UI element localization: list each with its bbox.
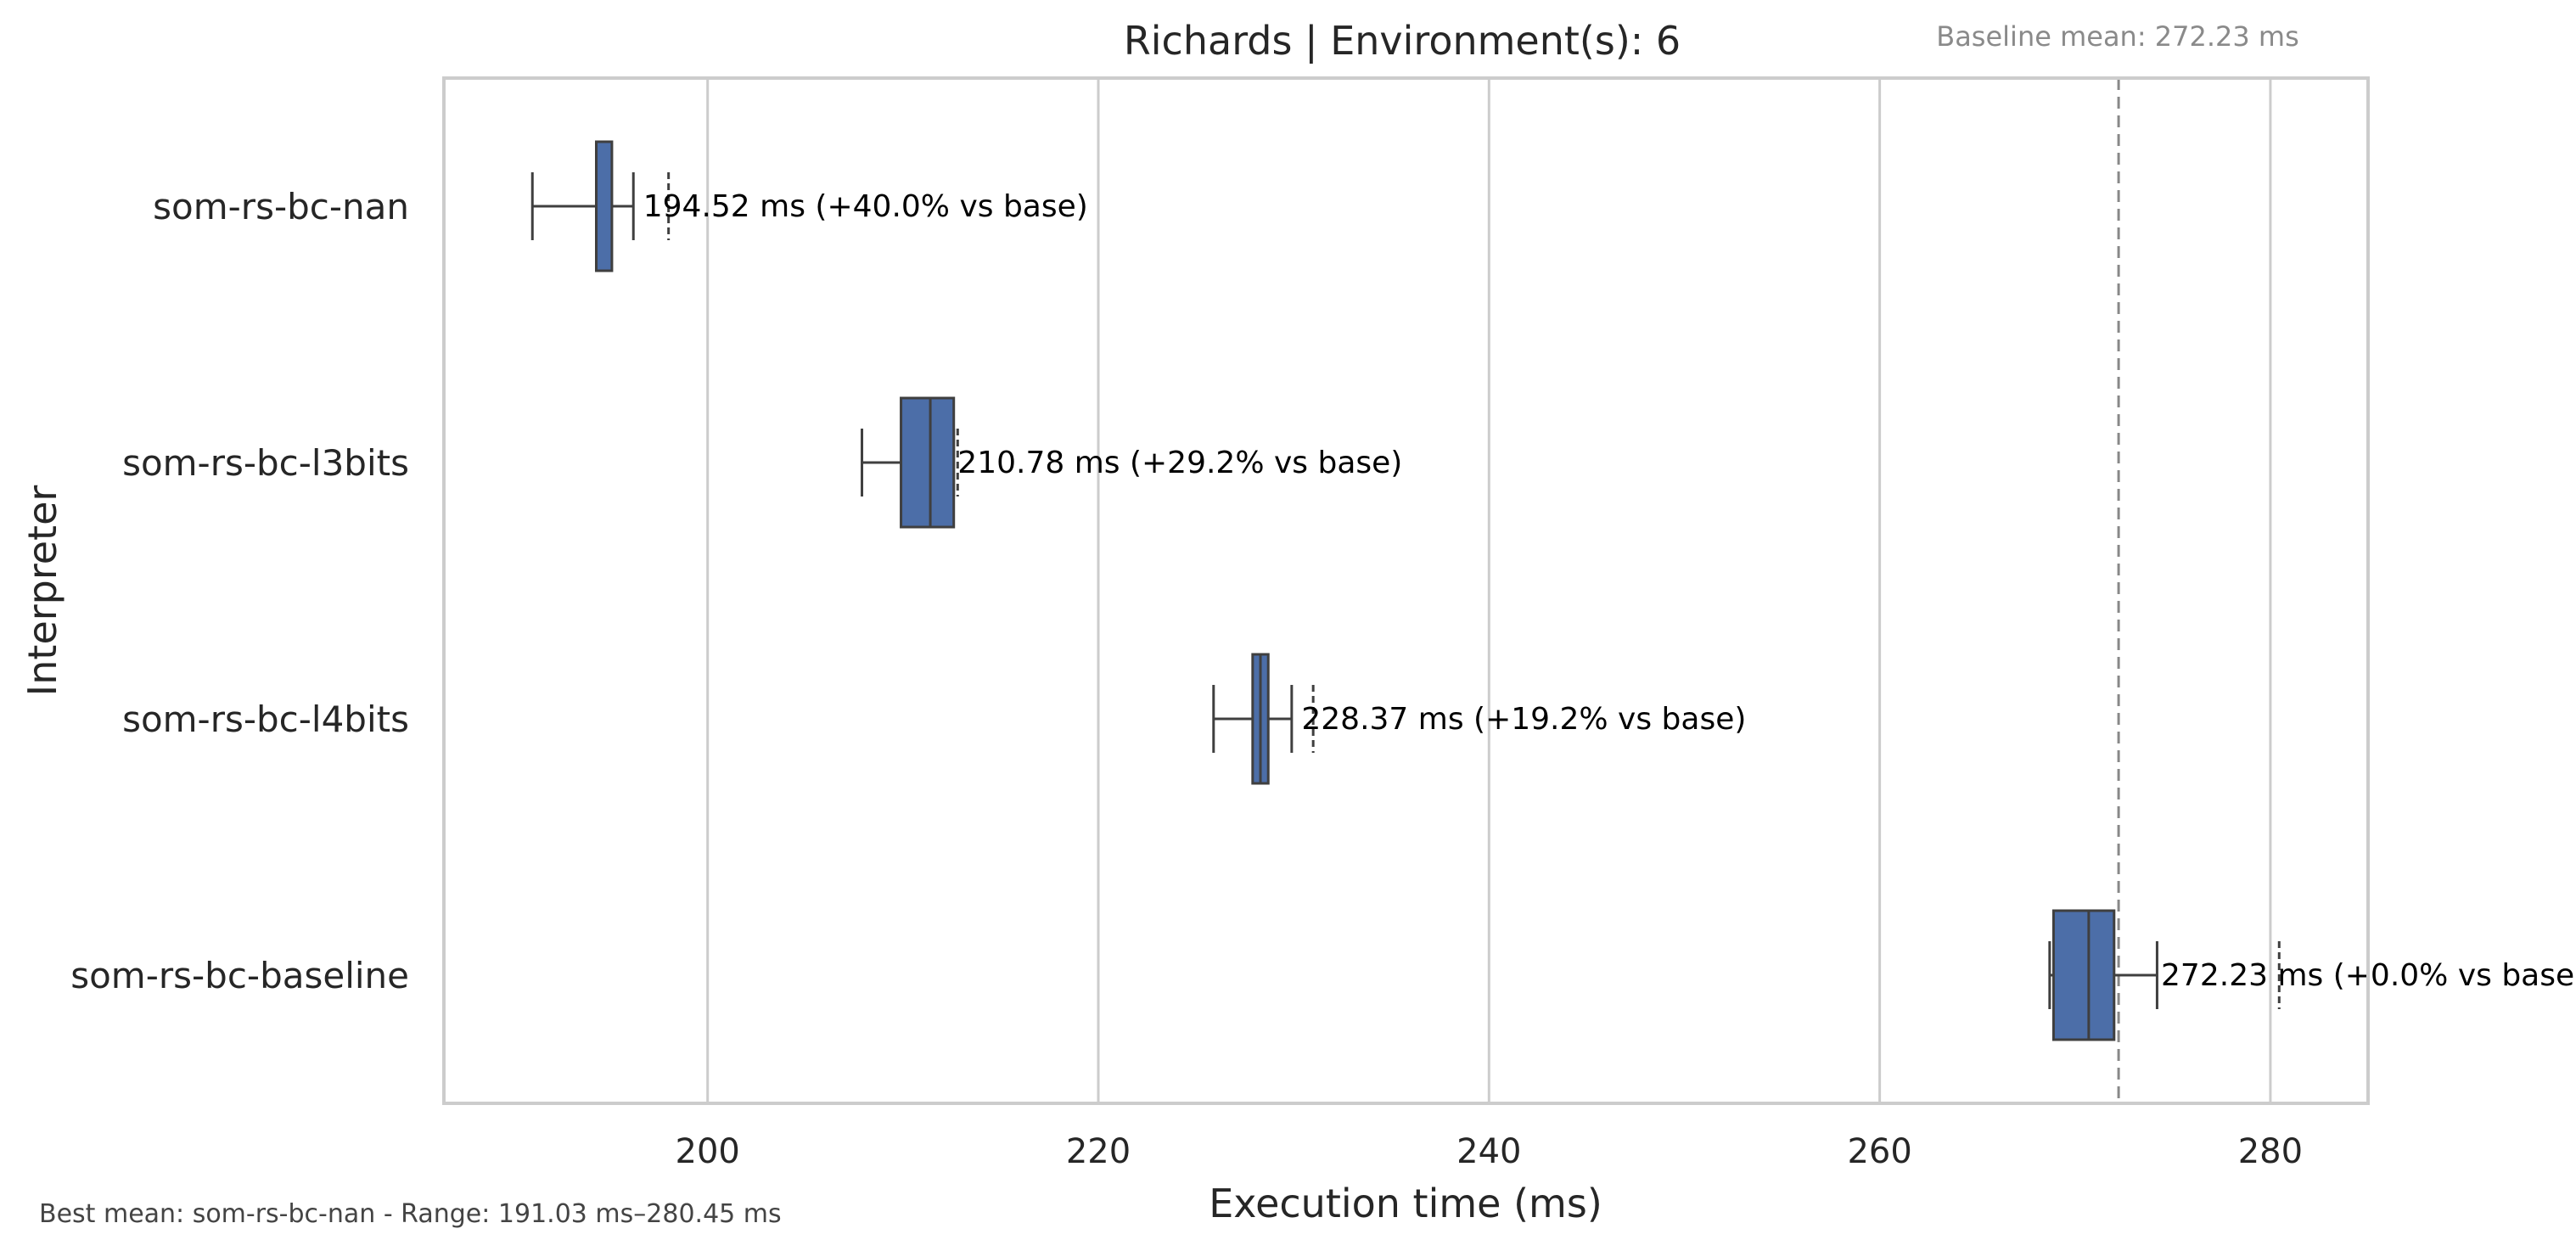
x-axis-label: Execution time (ms) (1209, 1181, 1602, 1226)
category-label: som-rs-bc-baseline (70, 955, 409, 996)
x-tick-label: 200 (676, 1132, 740, 1171)
x-tick-label: 260 (1847, 1132, 1911, 1171)
category-label: som-rs-bc-l4bits (122, 698, 409, 740)
box-plot-som-rs-bc-nan: 194.52 ms (+40.0% vs base) (530, 140, 1088, 272)
x-tick-label: 280 (2238, 1132, 2303, 1171)
plot-frame (442, 76, 2370, 1105)
x-tick-labels: 200 220 240 260 280 (676, 1132, 2304, 1171)
box (2051, 909, 2116, 1041)
y-axis-label: Interpreter (20, 485, 65, 697)
box-plot-som-rs-bc-l4bits: 228.37 ms (+19.2% vs base) (1212, 653, 1746, 785)
baseline-note: Baseline mean: 272.23 ms (1936, 20, 2299, 53)
box (595, 140, 614, 272)
data-label: 210.78 ms (+29.2% vs base) (957, 446, 1402, 480)
x-tick-label: 240 (1456, 1132, 1521, 1171)
x-tick-label: 220 (1066, 1132, 1131, 1171)
category-label: som-rs-bc-nan (153, 186, 409, 227)
category-labels: som-rs-bc-nan som-rs-bc-l3bits som-rs-bc-l… (70, 186, 409, 996)
chart-title: Richards | Environment(s): 6 (1124, 18, 1681, 65)
category-label: som-rs-bc-l3bits (122, 442, 409, 484)
data-label: 228.37 ms (+19.2% vs base) (1301, 702, 1746, 737)
box-plot-som-rs-bc-baseline: 272.23 ms (+0.0% vs base) (2048, 909, 2576, 1041)
footer-note: Best mean: som-rs-bc-nan - Range: 191.03… (39, 1199, 782, 1229)
box-plots: 194.52 ms (+40.0% vs base) 210.78 ms (+29… (530, 140, 2576, 1041)
grid (706, 78, 2272, 1103)
box-plot-som-rs-bc-l3bits: 210.78 ms (+29.2% vs base) (861, 396, 1402, 529)
box (900, 396, 956, 529)
data-label: 194.52 ms (+40.0% vs base) (643, 189, 1088, 224)
